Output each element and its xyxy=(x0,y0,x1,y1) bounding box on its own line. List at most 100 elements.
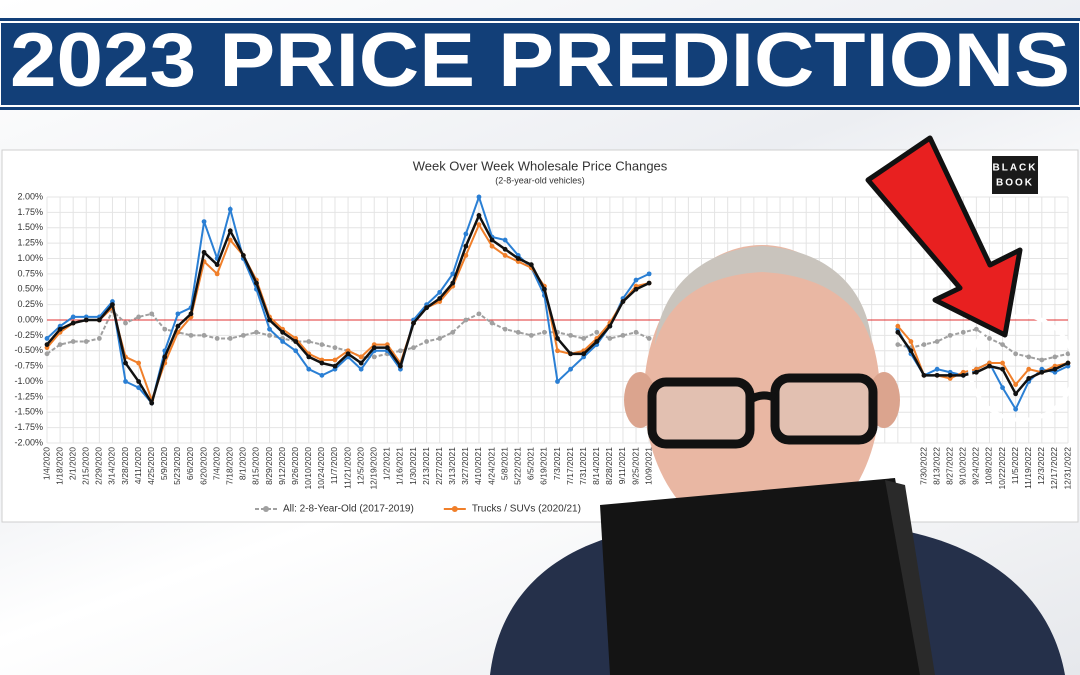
series-marker xyxy=(1039,369,1045,375)
series-marker xyxy=(973,326,979,332)
series-marker xyxy=(175,311,181,317)
series-marker xyxy=(227,336,233,341)
series-marker xyxy=(267,332,272,338)
series-marker xyxy=(424,339,430,344)
logo-text: BLACK xyxy=(993,163,1038,174)
y-tick-label: -1.50% xyxy=(14,407,43,417)
x-tick-label: 10/9/2021 xyxy=(643,447,653,485)
x-tick-label: 1/30/2021 xyxy=(408,447,418,485)
x-tick-label: 5/8/2021 xyxy=(499,447,509,480)
x-tick-label: 1/18/2020 xyxy=(54,447,64,485)
series-marker xyxy=(934,372,940,378)
x-tick-label: 10/10/2020 xyxy=(303,447,313,490)
x-tick-label: 12/17/2022 xyxy=(1049,447,1059,490)
series-marker xyxy=(384,345,390,351)
x-tick-label: 6/6/2020 xyxy=(185,447,195,480)
series-marker xyxy=(1026,376,1032,381)
x-tick-label: 7/31/2021 xyxy=(578,447,588,485)
arrow xyxy=(865,135,1023,338)
series-marker xyxy=(123,360,128,366)
series-marker xyxy=(528,262,534,268)
x-tick-label: 11/21/2020 xyxy=(342,447,352,489)
series-marker xyxy=(1039,357,1045,363)
series-marker xyxy=(489,320,495,326)
series-marker xyxy=(149,311,155,317)
x-tick-label: 8/13/2022 xyxy=(931,447,941,485)
x-tick-label: 12/19/2020 xyxy=(368,447,378,490)
series-marker xyxy=(921,372,927,378)
series-marker xyxy=(960,372,966,378)
x-tick-label: 5/22/2021 xyxy=(512,447,522,485)
series-marker xyxy=(542,286,547,292)
series-marker xyxy=(542,329,547,335)
series-marker xyxy=(83,317,89,323)
x-tick-label: 4/11/2020 xyxy=(133,447,143,484)
series-marker xyxy=(555,379,560,384)
series-marker xyxy=(528,332,534,338)
series-marker xyxy=(607,323,613,329)
series-marker xyxy=(895,342,901,347)
series-marker xyxy=(476,222,482,228)
x-tick-label: 6/19/2021 xyxy=(539,447,549,485)
x-tick-label: 9/10/2022 xyxy=(958,447,968,485)
series-marker xyxy=(450,271,456,277)
series-marker xyxy=(934,339,940,344)
series-marker xyxy=(463,243,469,249)
series-marker xyxy=(70,314,76,320)
book-spine xyxy=(885,480,935,675)
series-marker xyxy=(489,237,495,243)
series-marker xyxy=(136,385,142,391)
series-marker xyxy=(201,219,207,225)
series-marker xyxy=(227,228,233,234)
x-tick-label: 5/9/2020 xyxy=(159,447,169,480)
banner-title: 2023 PRICE PREDICTIONS xyxy=(10,18,1070,103)
x-tick-label: 11/19/2022 xyxy=(1023,447,1033,489)
series-marker xyxy=(371,354,377,360)
series-marker xyxy=(555,336,560,341)
y-tick-label: 1.75% xyxy=(17,207,43,217)
x-tick-label: 2/15/2020 xyxy=(81,447,91,485)
y-tick-label: 1.50% xyxy=(17,222,43,232)
series-marker xyxy=(463,317,469,323)
series-marker xyxy=(450,280,456,286)
series-marker xyxy=(227,206,233,212)
series-marker xyxy=(424,305,430,311)
series-marker xyxy=(149,400,155,406)
series-marker xyxy=(987,363,992,369)
series-marker xyxy=(398,363,403,369)
series-marker xyxy=(437,296,443,301)
series-marker xyxy=(594,339,600,344)
series-marker xyxy=(57,326,63,332)
x-tick-label: 2/29/2020 xyxy=(94,447,104,485)
legend-label: Trucks / SUVs (2020/21) xyxy=(472,504,581,515)
legend-label: All: 2-8-Year-Old (2017-2019) xyxy=(283,504,414,515)
series-marker xyxy=(214,336,220,341)
chart-title: Week Over Week Wholesale Price Changes xyxy=(413,158,668,173)
x-tick-label: 2/27/2021 xyxy=(434,447,444,485)
series-marker xyxy=(934,366,940,372)
x-tick-label: 6/5/2021 xyxy=(526,447,536,480)
series-marker xyxy=(502,326,508,332)
series-marker xyxy=(1013,382,1019,387)
x-tick-label: 11/5/2022 xyxy=(1010,447,1020,484)
series-marker xyxy=(70,339,76,344)
x-tick-label: 12/3/2022 xyxy=(1036,447,1046,485)
series-marker xyxy=(398,348,403,354)
series-marker xyxy=(188,311,194,317)
x-tick-label: 11/7/2020 xyxy=(329,447,339,484)
series-marker xyxy=(332,345,338,351)
series-marker xyxy=(44,351,50,357)
series-marker xyxy=(332,363,338,369)
series-marker xyxy=(123,320,128,326)
hair xyxy=(655,246,872,345)
series-marker xyxy=(437,289,443,295)
series-marker xyxy=(319,360,325,366)
y-tick-label: -2.00% xyxy=(14,437,43,447)
series-marker xyxy=(214,262,220,268)
y-tick-label: 0.75% xyxy=(17,268,43,278)
x-tick-label: 3/28/2020 xyxy=(120,447,130,485)
series-marker xyxy=(306,339,312,344)
series-marker xyxy=(358,366,364,372)
x-tick-label: 9/25/2021 xyxy=(630,447,640,485)
